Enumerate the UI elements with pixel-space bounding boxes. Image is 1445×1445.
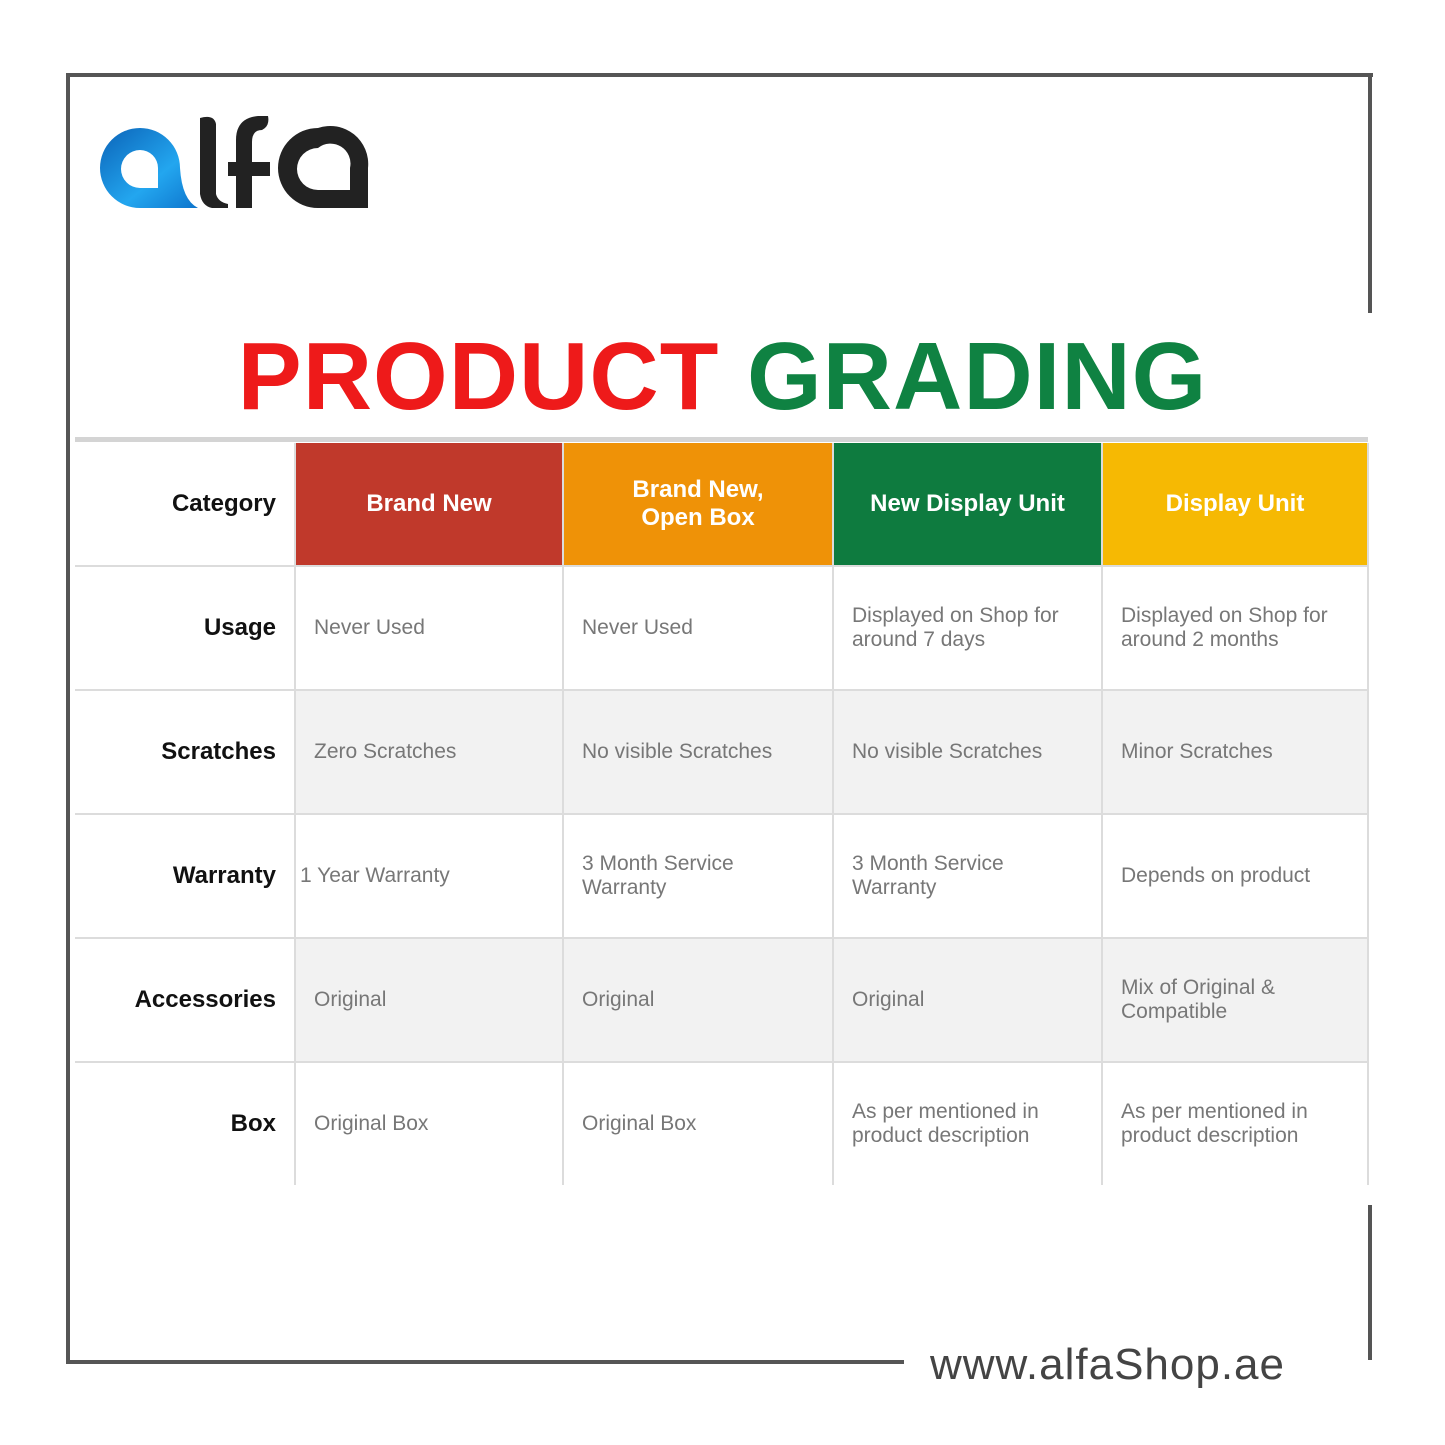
row-label: Box [75,1061,296,1185]
table-row: Scratches Zero Scratches No visible Scra… [75,689,1369,815]
table-cell: As per mentioned in product description [1101,1061,1369,1185]
frame-border-right [1368,73,1372,313]
table-cell: Original Box [294,1061,564,1185]
table-cell: Never Used [562,565,834,691]
frame-border-left [66,73,70,1364]
table-cell: Zero Scratches [294,689,564,815]
table-cell: Displayed on Shop for around 2 months [1101,565,1369,691]
grade-open-box: Brand New, Open Box [562,443,834,567]
table-top-divider [75,437,1368,442]
table-cell: Mix of Original & Compatible [1101,937,1369,1063]
title-product: PRODUCT [237,323,720,430]
row-label: Accessories [75,937,296,1063]
category-header: Category [75,443,296,567]
row-label: Scratches [75,689,296,815]
table-cell: Never Used [294,565,564,691]
frame-border-bottom [66,1360,904,1364]
table-cell: Original Box [562,1061,834,1185]
table-cell: 1 Year Warranty [294,813,564,939]
row-label: Warranty [75,813,296,939]
table-cell: Original [294,937,564,1063]
table-cell: Original [832,937,1103,1063]
grade-display-unit: Display Unit [1101,443,1369,567]
website-url[interactable]: www.alfaShop.ae [930,1340,1285,1389]
frame-border-top [66,73,1373,77]
grading-table: Category Brand New Brand New, Open Box N… [75,443,1369,1185]
grade-brand-new: Brand New [294,443,564,567]
table-cell: 3 Month Service Warranty [562,813,834,939]
table-cell: Depends on product [1101,813,1369,939]
table-cell: Displayed on Shop for around 7 days [832,565,1103,691]
header-row: Category Brand New Brand New, Open Box N… [75,443,1369,567]
page-title: PRODUCT GRADING [0,322,1445,432]
table-row: Accessories Original Original Original M… [75,937,1369,1063]
table-row: Usage Never Used Never Used Displayed on… [75,565,1369,691]
alfa-logo [100,116,369,208]
table-cell: Original [562,937,834,1063]
frame-border-right [1368,1205,1372,1360]
table-cell: No visible Scratches [832,689,1103,815]
table-row: Warranty 1 Year Warranty 3 Month Service… [75,813,1369,939]
table-cell: Minor Scratches [1101,689,1369,815]
grade-new-display-unit: New Display Unit [832,443,1103,567]
row-label: Usage [75,565,296,691]
table-row: Box Original Box Original Box As per men… [75,1061,1369,1185]
table-cell: 3 Month Service Warranty [832,813,1103,939]
title-grading: GRADING [747,323,1208,430]
table-cell: As per mentioned in product description [832,1061,1103,1185]
table-cell: No visible Scratches [562,689,834,815]
